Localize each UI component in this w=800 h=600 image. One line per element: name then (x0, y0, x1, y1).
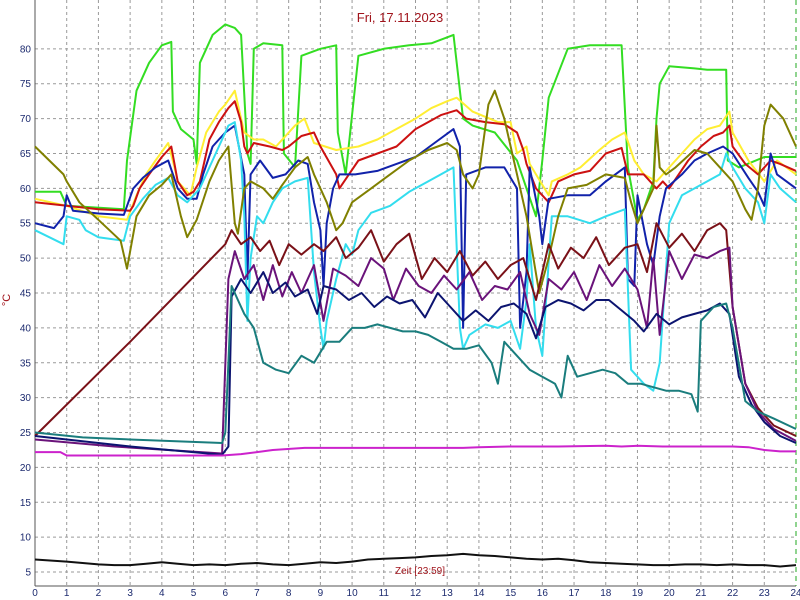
x-tick-label: 20 (664, 588, 676, 599)
x-tick-label: 3 (127, 588, 133, 599)
y-tick-label: 55 (20, 219, 32, 230)
series-line (35, 23, 796, 221)
y-tick-label: 35 (20, 358, 32, 369)
series-line (34, 121, 797, 392)
y-tick-label: 60 (20, 184, 32, 195)
y-tick-label: 15 (20, 498, 32, 509)
x-tick-label: 12 (410, 588, 422, 599)
x-tick-label: 6 (222, 588, 228, 599)
series-line (34, 246, 797, 455)
y-tick-label: 30 (20, 393, 32, 404)
x-tick-label: 1 (64, 588, 70, 599)
series-line (34, 100, 797, 212)
x-tick-label: 17 (568, 588, 580, 599)
y-tick-label: 10 (20, 533, 32, 544)
y-tick-label: 65 (20, 149, 32, 160)
x-tick-label: 0 (32, 588, 38, 599)
x-tick-label: 22 (727, 588, 739, 599)
x-tick-label: 18 (600, 588, 612, 599)
axes (34, 0, 797, 587)
y-tick-label: 75 (20, 79, 32, 90)
series-line (34, 271, 797, 456)
x-tick-label: 8 (286, 588, 292, 599)
x-tick-label: 19 (632, 588, 644, 599)
x-tick-label: 4 (159, 588, 165, 599)
x-tick-label: 15 (505, 588, 517, 599)
x-tick-label: 9 (318, 588, 324, 599)
y-tick-label: 5 (25, 568, 31, 579)
y-tick-label: 45 (20, 289, 32, 300)
x-tick-label: 14 (473, 588, 485, 599)
x-tick-label: 16 (537, 588, 549, 599)
y-tick-label: 40 (20, 323, 32, 334)
x-tick-label: 24 (790, 588, 800, 599)
x-tick-label: 21 (695, 588, 707, 599)
series-line (34, 89, 797, 221)
series-line (34, 89, 797, 294)
tick-labels: 0 1 2 3 4 5 6 7 8 9 10 11 12 13 14 15 16 17 18 19 20 21 22 23 24… (20, 44, 800, 599)
series-lines (34, 23, 797, 568)
series-line (34, 222, 797, 437)
x-tick-label: 10 (347, 588, 359, 599)
x-tick-label: 5 (191, 588, 197, 599)
grid-lines (35, 0, 796, 586)
series-line (34, 552, 797, 568)
series-line (34, 285, 797, 444)
x-tick-label: 13 (442, 588, 454, 599)
y-tick-label: 50 (20, 254, 32, 265)
x-tick-label: 11 (379, 588, 390, 599)
y-tick-label: 20 (20, 463, 32, 474)
x-axis-label: Zeit [23:59] (395, 566, 445, 577)
x-tick-label: 2 (96, 588, 102, 599)
y-axis-label: °C (1, 294, 13, 306)
x-tick-label: 7 (254, 588, 260, 599)
y-tick-label: 70 (20, 114, 32, 125)
y-tick-label: 80 (20, 44, 32, 55)
chart-title: Fri, 17.11.2023 (357, 10, 443, 25)
x-tick-label: 23 (759, 588, 771, 599)
series-line (35, 444, 796, 457)
y-tick-label: 25 (20, 428, 32, 439)
